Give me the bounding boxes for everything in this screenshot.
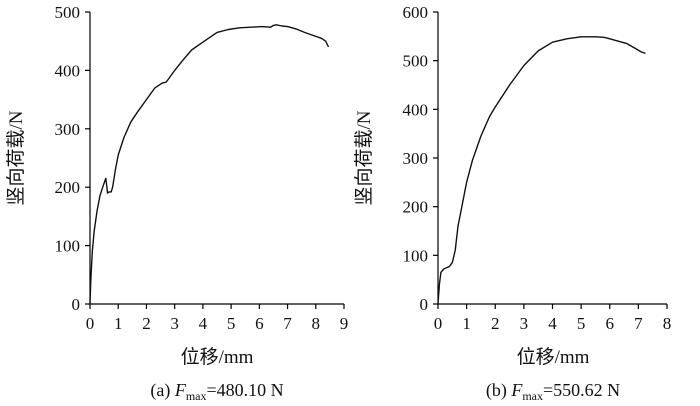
x-tick-label: 3 <box>170 314 179 333</box>
caption-value: =480.10 N <box>207 380 284 400</box>
x-tick-label: 8 <box>663 314 672 333</box>
x-tick-label: 7 <box>634 314 643 333</box>
series-line-a <box>89 24 330 305</box>
x-tick-label: 0 <box>434 314 443 333</box>
x-axis-label: 位移/mm <box>181 346 254 368</box>
x-tick-label: 1 <box>462 314 471 333</box>
x-tick-label: 9 <box>340 314 349 333</box>
x-tick-label: 0 <box>86 314 95 333</box>
y-tick-label: 400 <box>55 61 81 80</box>
y-tick-label: 100 <box>403 246 429 265</box>
caption-variable: F <box>510 380 523 400</box>
y-tick-label: 100 <box>55 237 81 256</box>
x-tick-label: 3 <box>520 314 529 333</box>
x-tick-label: 6 <box>255 314 264 333</box>
x-tick-label: 4 <box>548 314 557 333</box>
caption-prefix: (b) <box>486 380 512 401</box>
panel-caption: (b) Fmax=550.62 N <box>486 380 620 403</box>
y-tick-label: 400 <box>403 100 429 119</box>
x-tick-label: 2 <box>142 314 151 333</box>
y-tick-label: 300 <box>55 120 81 139</box>
y-tick-label: 0 <box>420 295 429 314</box>
caption-value: =550.62 N <box>543 380 620 400</box>
y-tick-label: 200 <box>55 178 81 197</box>
y-tick-label: 300 <box>403 149 429 168</box>
caption-prefix: (a) <box>150 380 174 401</box>
x-tick-label: 1 <box>114 314 123 333</box>
panel-caption: (a) Fmax=480.10 N <box>150 380 283 403</box>
series-line-b <box>437 36 646 305</box>
x-tick-label: 5 <box>577 314 586 333</box>
y-tick-label: 600 <box>403 3 429 22</box>
x-axis-label: 位移/mm <box>517 346 590 368</box>
caption-subscript: max <box>522 389 543 403</box>
x-tick-label: 8 <box>312 314 321 333</box>
y-axis-label: 竖向荷载/N <box>5 110 27 205</box>
y-tick-label: 500 <box>55 3 81 22</box>
caption-subscript: max <box>186 389 207 403</box>
x-tick-label: 6 <box>606 314 615 333</box>
y-tick-label: 200 <box>403 198 429 217</box>
x-tick-label: 2 <box>491 314 500 333</box>
x-tick-label: 7 <box>283 314 292 333</box>
y-tick-label: 0 <box>72 295 81 314</box>
x-tick-label: 4 <box>199 314 208 333</box>
caption-variable: F <box>174 380 187 400</box>
x-tick-label: 5 <box>227 314 236 333</box>
y-tick-label: 500 <box>403 52 429 71</box>
y-axis-label: 竖向荷载/N <box>353 110 375 205</box>
